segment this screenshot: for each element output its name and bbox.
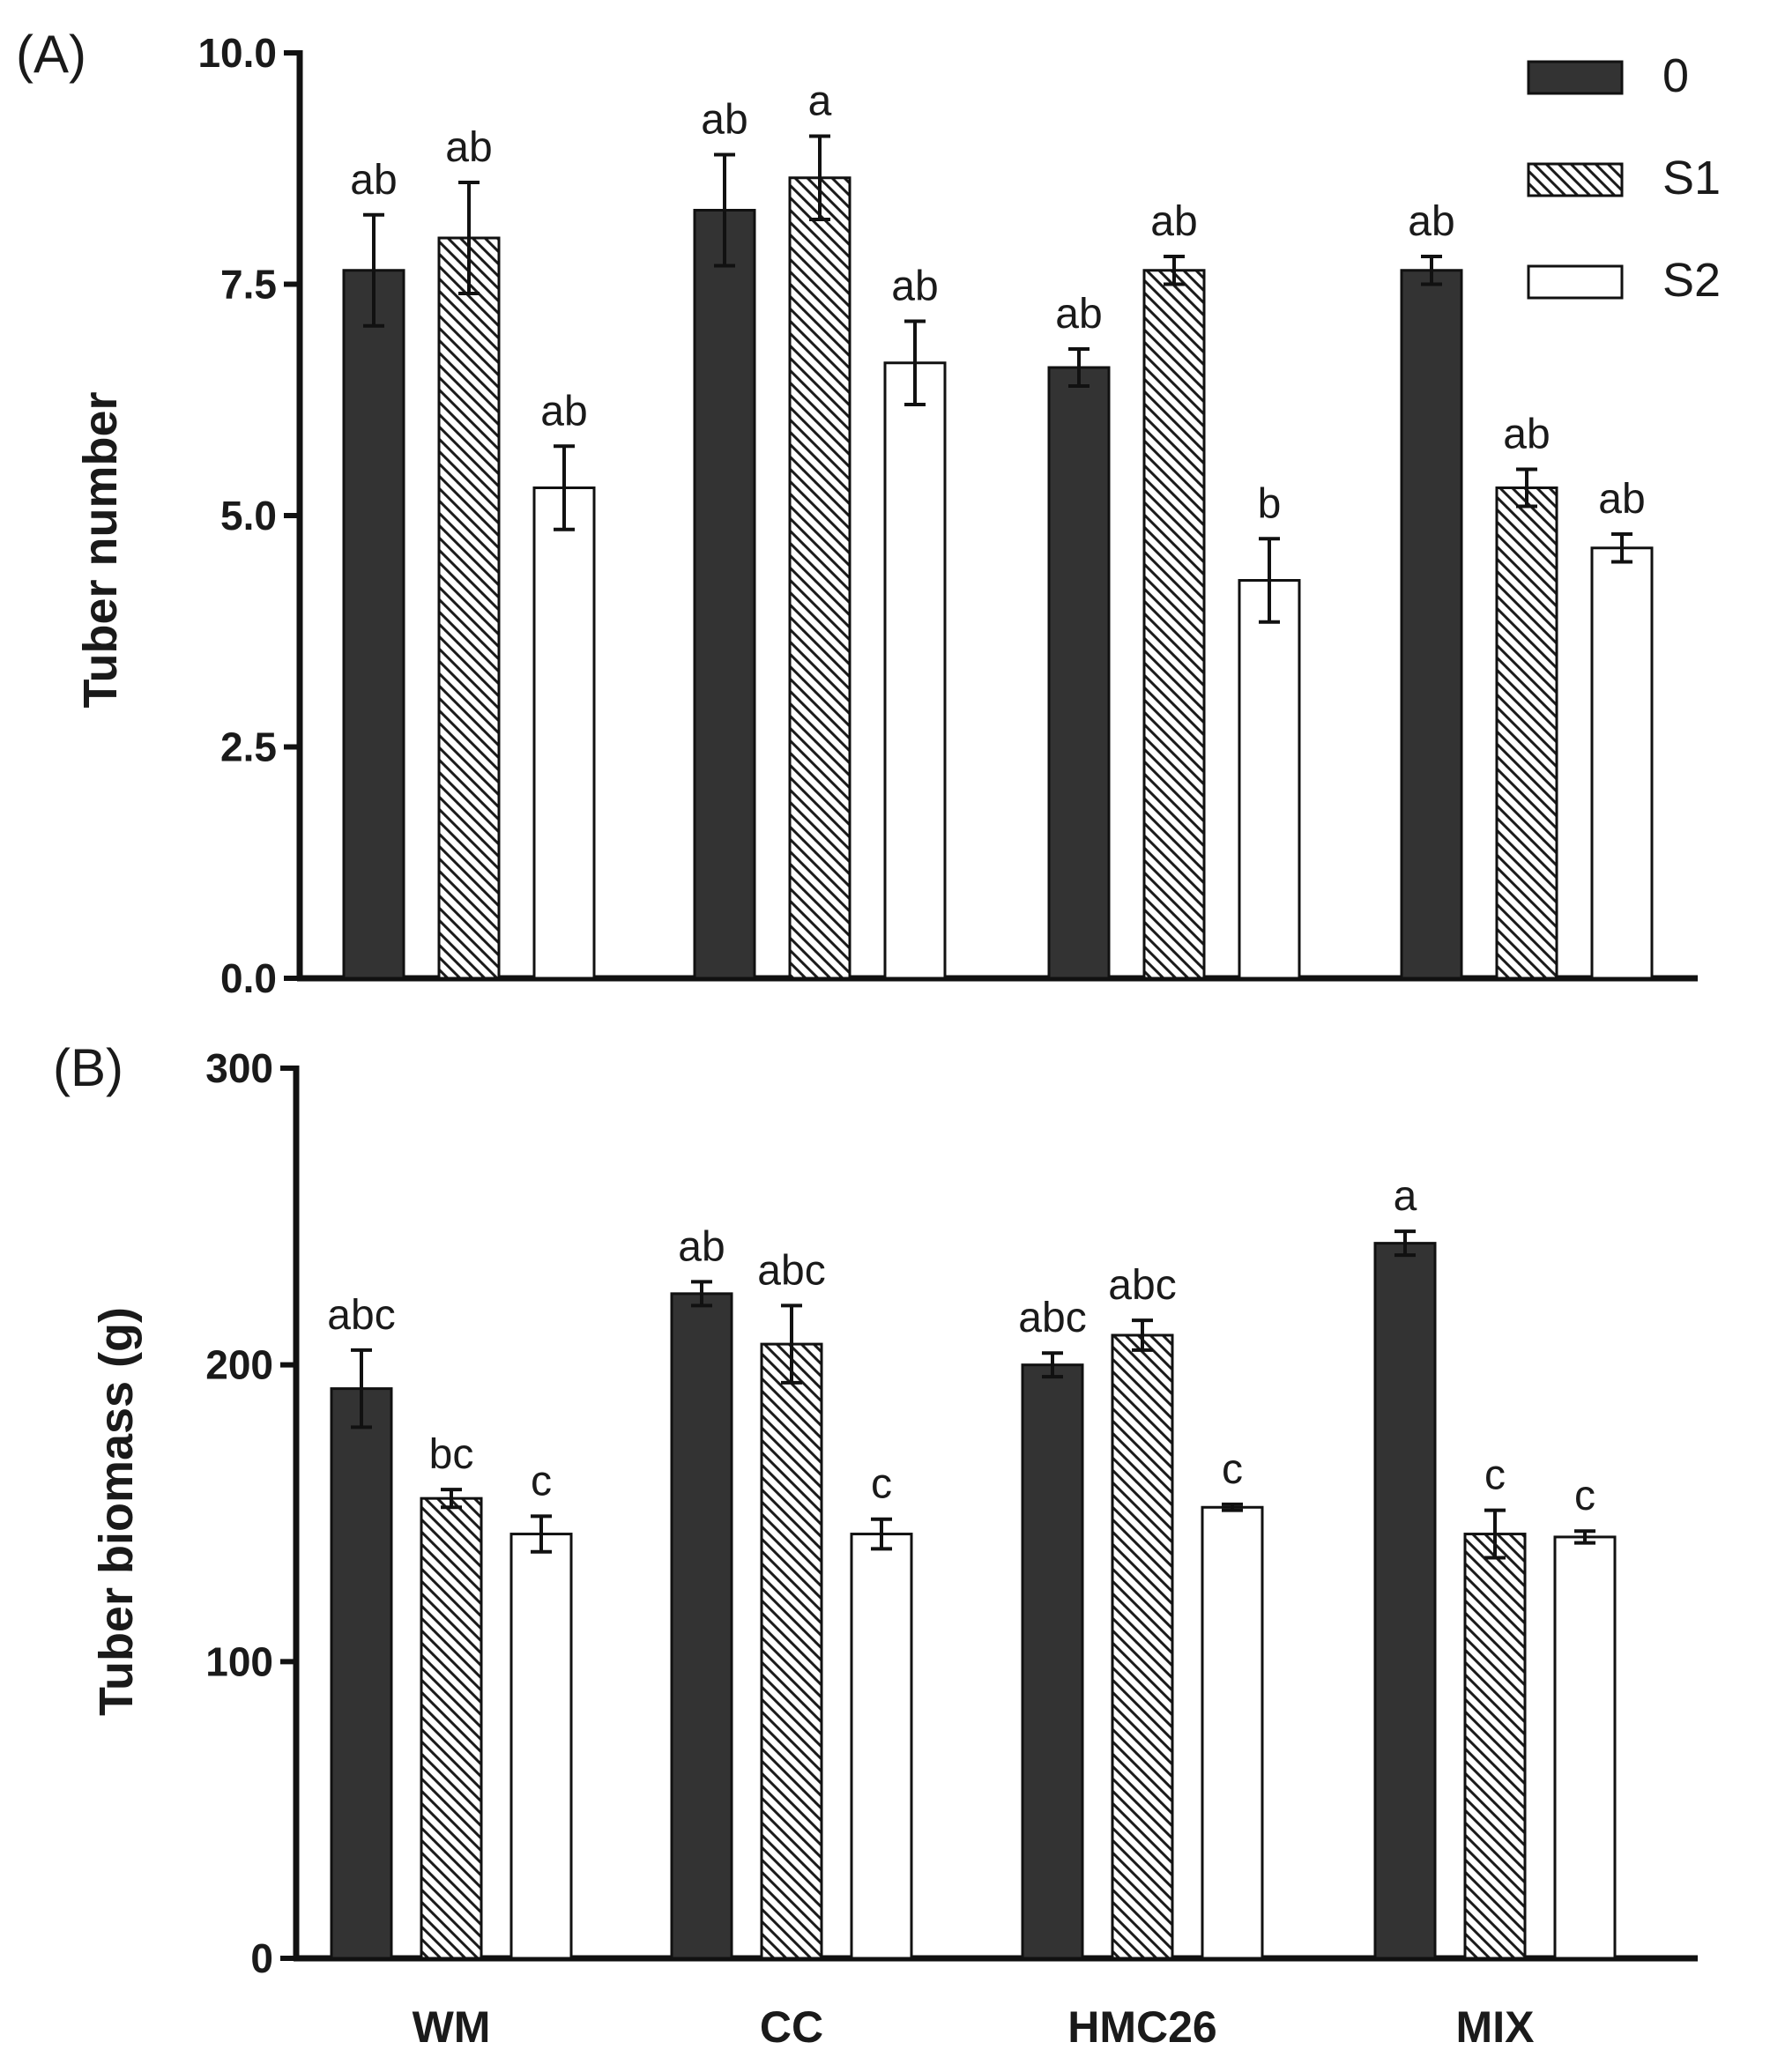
significance-label: abc [1108,1262,1176,1309]
category-label-wm: WM [413,2002,491,2052]
bar-wm-s1 [420,1496,483,1960]
bar-cc-s1 [788,176,852,980]
legend-label-s1: S1 [1662,152,1721,204]
bar-cc-0 [693,209,756,980]
significance-label: ab [1598,476,1645,523]
bar-hmc26-s1 [1111,1333,1174,1960]
bar-hmc26-s2 [1238,579,1301,980]
significance-label: c [871,1461,892,1508]
significance-label: ab [1408,198,1454,245]
significance-label: b [1258,480,1282,527]
bar-wm-s1 [437,236,501,980]
legend-swatch-s2 [1527,264,1624,300]
significance-label: a [808,78,832,125]
significance-label: a [1394,1173,1417,1220]
bar-mix-s2 [1553,1535,1617,1960]
y-tick-label: 300 [205,1045,273,1091]
significance-label: ab [540,388,587,434]
bar-mix-0 [1400,269,1463,980]
panel-a-legend: 0 S1 S2 [1527,49,1721,307]
significance-label: c [1574,1473,1595,1519]
significance-label: abc [757,1247,825,1294]
significance-label: ab [350,157,397,204]
significance-label: ab [701,97,747,144]
legend-swatch-0 [1527,60,1624,95]
legend-label-0: 0 [1662,49,1689,102]
bar-mix-0 [1373,1242,1437,1960]
bar-mix-s1 [1495,486,1558,980]
legend-swatch-s1 [1527,162,1624,197]
y-tick-label: 10.0 [197,30,277,76]
significance-label: bc [429,1431,474,1478]
bar-cc-0 [670,1292,733,1960]
category-label-cc: CC [760,2002,823,2052]
bar-hmc26-s2 [1201,1505,1264,1960]
significance-label: c [1484,1452,1506,1499]
bar-wm-s2 [532,486,596,980]
significance-label: ab [678,1223,725,1270]
y-tick-label: 200 [205,1342,273,1388]
panel-b-y-axis-title: Tuber biomass (g) [90,1307,143,1716]
significance-label: ab [1503,412,1550,458]
significance-label: c [1222,1446,1243,1493]
bar-wm-s2 [509,1533,573,1960]
panel-a-bars: ab ab ab ab ab a ab ab ab ab b ab [342,78,1654,980]
category-label-hmc26: HMC26 [1067,2002,1216,2052]
significance-label: ab [1055,291,1102,338]
bar-mix-s2 [1590,546,1654,980]
bar-wm-0 [342,269,405,980]
panel-a-axes: 0.0 2.5 5.0 7.5 10.0 [197,30,1698,1001]
y-tick-label: 7.5 [220,262,277,308]
bar-mix-s1 [1463,1533,1527,1960]
significance-label: ab [445,124,492,171]
panel-a-y-axis-title: Tuber number [74,391,127,708]
y-tick-label: 100 [205,1638,273,1684]
bar-hmc26-0 [1047,366,1111,980]
bar-wm-0 [330,1387,393,1960]
bar-hmc26-s1 [1142,269,1206,980]
panel-b-tuber-biomass: (B) Tuber biomass (g) 0 100 200 300 WM CC HMC2… [53,1038,1698,2052]
y-tick-label: 5.0 [220,493,277,538]
significance-label: ab [891,264,938,310]
significance-label: c [531,1458,552,1504]
y-tick-label: 0.0 [220,955,277,1001]
y-tick-label: 2.5 [220,724,277,770]
significance-label: abc [1018,1295,1086,1341]
category-label-mix: MIX [1456,2002,1535,2052]
legend-label-s2: S2 [1662,254,1721,307]
bar-cc-s1 [760,1342,823,1960]
bar-hmc26-0 [1021,1363,1084,1960]
significance-label: ab [1150,198,1197,245]
panel-a-tuber-number: (A) Tuber number 0.02.55.07.510.0 ababab… [16,25,1721,1001]
bar-cc-s2 [883,361,947,980]
significance-label: abc [327,1292,395,1339]
bar-cc-s2 [850,1533,913,1960]
panel-b-label: (B) [53,1038,123,1097]
panel-a-label: (A) [16,25,86,84]
y-tick-label: 0 [250,1935,273,1981]
